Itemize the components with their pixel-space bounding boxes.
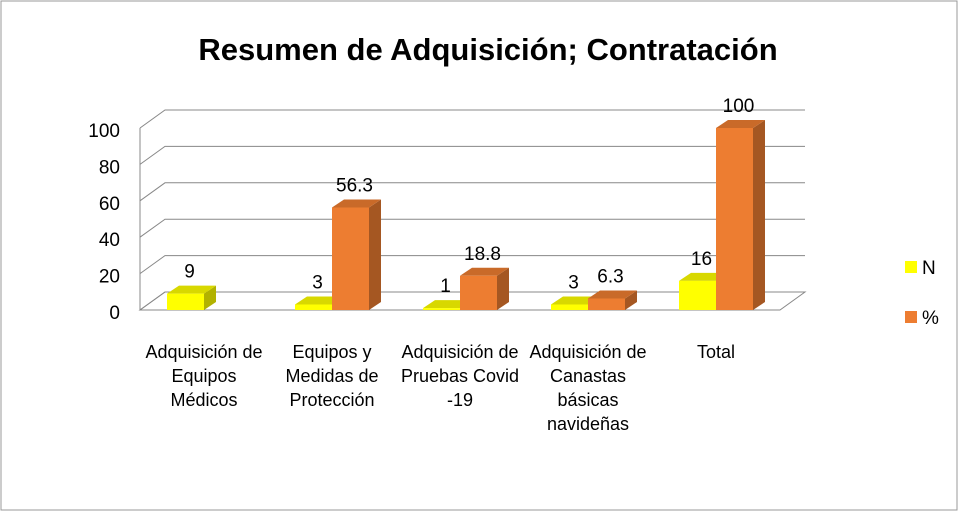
bar-face — [497, 267, 509, 310]
y-tick-label: 0 — [109, 303, 120, 324]
data-label: 9 — [184, 262, 195, 283]
grid-line — [139, 145, 805, 165]
bar-face — [679, 280, 716, 310]
data-label: 56.3 — [336, 176, 373, 197]
data-label: 3 — [568, 273, 579, 294]
x-tick-label: Adquisición de Pruebas Covid -19 — [400, 342, 520, 410]
bar-face — [295, 296, 344, 305]
grid-line — [139, 255, 805, 275]
bar-face — [295, 304, 332, 310]
data-label: 6.3 — [597, 267, 623, 288]
bar-face — [423, 308, 460, 310]
x-tick-label: Total — [696, 342, 736, 362]
data-label: 100 — [723, 96, 755, 117]
legend-swatch — [905, 311, 917, 323]
y-tick-label: 80 — [99, 157, 120, 178]
bar-face — [716, 120, 765, 128]
bar-face — [332, 199, 381, 208]
chart-title: Resumen de Adquisición; Contratación — [198, 32, 777, 67]
data-label: 16 — [691, 249, 712, 270]
bar-face — [167, 293, 204, 310]
grid-line — [139, 182, 805, 202]
bar — [716, 120, 765, 310]
bar — [588, 290, 637, 310]
data-label: 1 — [440, 276, 451, 297]
y-tick-label: 20 — [99, 267, 120, 288]
y-tick-label: 100 — [88, 121, 120, 142]
bar-face — [423, 300, 472, 309]
bar-face — [716, 128, 753, 310]
bar — [167, 285, 216, 310]
bar-face — [460, 275, 497, 310]
grid-line — [139, 291, 805, 311]
bar-face — [753, 120, 765, 310]
bar — [332, 199, 381, 310]
data-label: 3 — [312, 273, 323, 294]
bar — [460, 267, 509, 310]
bar-face — [204, 285, 216, 310]
bar-face — [551, 304, 588, 310]
y-tick-label: 60 — [99, 194, 120, 215]
bar-face — [588, 298, 625, 310]
x-tick-label: Adquisición de Canastas básicas navideña… — [529, 342, 647, 434]
bar-face — [588, 290, 637, 299]
grid-line — [139, 218, 805, 238]
bar-face — [332, 207, 369, 310]
data-label: 18.8 — [464, 244, 501, 265]
bar-face — [625, 290, 637, 310]
bar-face — [460, 267, 509, 276]
grid-line — [139, 109, 805, 129]
legend-swatch — [905, 261, 917, 273]
y-tick-label: 40 — [99, 230, 120, 251]
bar-face — [551, 296, 600, 305]
legend-label: N — [922, 258, 936, 279]
bar-face — [679, 272, 728, 281]
x-tick-label: Equipos y Medidas de Protección — [285, 342, 379, 410]
legend-label: % — [922, 308, 939, 329]
bar-face — [167, 285, 216, 294]
x-tick-label: Adquisición de Equipos Médicos — [145, 342, 263, 410]
bar-face — [369, 199, 381, 310]
